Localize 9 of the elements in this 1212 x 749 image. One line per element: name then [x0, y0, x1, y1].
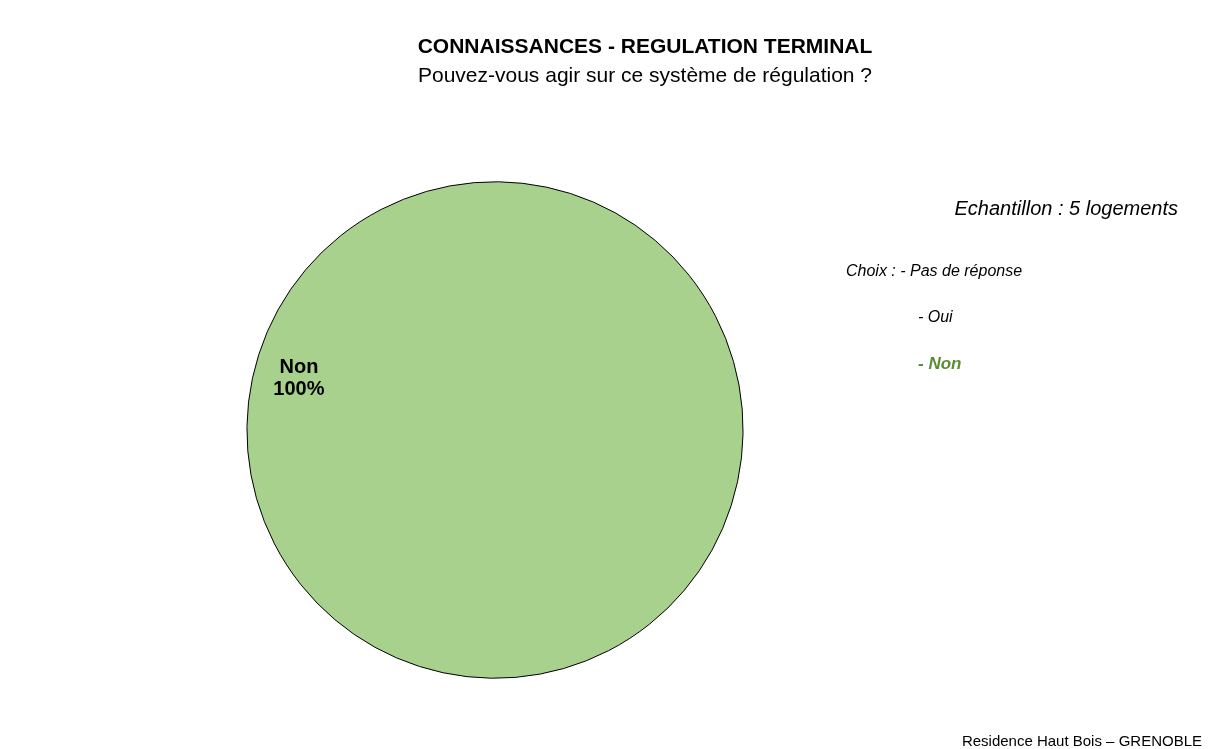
chart-title: CONNAISSANCES - REGULATION TERMINAL — [417, 34, 873, 57]
text: Residence Haut Bois – GRENOBLE — [961, 732, 1202, 749]
text: Choix : - Pas de réponse — [846, 262, 1023, 279]
slice-label: Non — [279, 355, 319, 378]
data-label: 100% — [273, 377, 325, 400]
text: - Oui — [918, 308, 954, 325]
text: - Non — [918, 354, 962, 373]
chart-subtitle: Pouvez-vous agir sur ce système de régulation ? — [417, 63, 873, 86]
text: Echantillon : 5 logements — [954, 197, 1178, 219]
